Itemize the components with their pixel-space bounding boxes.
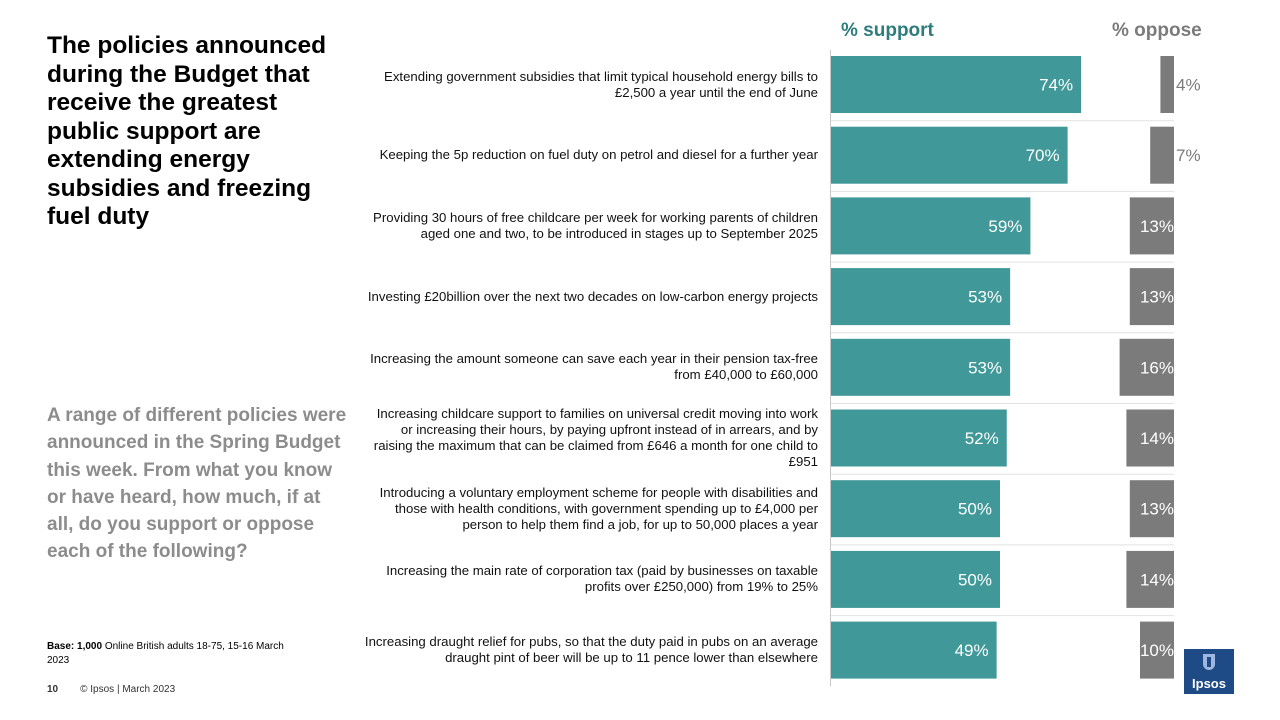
category-label: Introducing a voluntary employment schem… — [379, 484, 818, 532]
oppose-bar — [1126, 550, 1174, 608]
oppose-bar — [1119, 338, 1174, 396]
oppose-value-label: 14% — [1140, 429, 1174, 448]
oppose-bar — [1129, 197, 1174, 255]
logo-symbol-icon — [1203, 654, 1215, 670]
support-bar — [831, 197, 1031, 255]
survey-question: A range of different policies were annou… — [47, 405, 347, 563]
oppose-value-label: 4% — [1176, 76, 1201, 95]
category-label: Keeping the 5p reduction on fuel duty on… — [379, 147, 818, 163]
ipsos-logo: Ipsos — [1184, 649, 1234, 694]
support-bar — [831, 126, 1068, 184]
category-label: Increasing the amount someone can save e… — [370, 351, 818, 383]
base-value: 1,000 — [77, 641, 103, 652]
oppose-header: % oppose — [1112, 20, 1202, 41]
oppose-value-label: 13% — [1140, 217, 1174, 236]
logo-text: Ipsos — [1192, 676, 1226, 691]
support-value-label: 74% — [1039, 76, 1073, 95]
oppose-value-label: 13% — [1140, 288, 1174, 307]
support-value-label: 59% — [988, 217, 1022, 236]
support-bar — [831, 338, 1011, 396]
category-label: Increasing the main rate of corporation … — [386, 563, 818, 595]
support-bar — [831, 621, 997, 679]
support-value-label: 49% — [955, 641, 989, 660]
support-header: % support — [841, 20, 934, 41]
copyright: © Ipsos | March 2023 — [80, 684, 176, 695]
oppose-value-label: 10% — [1140, 641, 1174, 660]
support-value-label: 53% — [968, 288, 1002, 307]
support-bar — [831, 480, 1000, 538]
category-label: Providing 30 hours of free childcare per… — [373, 209, 818, 241]
oppose-value-label: 14% — [1140, 570, 1174, 589]
base-text: Online British adults 18-75, 15-16 March… — [47, 641, 284, 666]
footer: 10 © Ipsos | March 2023 — [47, 684, 175, 695]
category-label: Increasing draught relief for pubs, so t… — [364, 634, 818, 666]
category-label: Investing £20billion over the next two d… — [367, 288, 818, 304]
oppose-bar — [1129, 268, 1174, 326]
base-note: Base: 1,000 Online British adults 18-75,… — [47, 640, 287, 668]
oppose-bar — [1140, 621, 1174, 679]
support-value-label: 52% — [965, 429, 999, 448]
support-value-label: 70% — [1026, 146, 1060, 165]
category-label: Extending government subsidies that limi… — [384, 68, 818, 100]
oppose-bar — [1126, 409, 1174, 467]
oppose-bar — [1150, 126, 1174, 184]
support-bar — [831, 409, 1007, 467]
oppose-value-label: 16% — [1140, 358, 1174, 377]
support-bar — [831, 268, 1011, 326]
support-bar — [831, 550, 1000, 608]
support-value-label: 50% — [958, 570, 992, 589]
oppose-value-label: 13% — [1140, 500, 1174, 519]
base-label: Base: — [47, 641, 75, 652]
page-number: 10 — [47, 684, 59, 695]
oppose-value-label: 7% — [1176, 146, 1201, 165]
headline: The policies announced during the Budget… — [47, 32, 327, 230]
oppose-bar — [1160, 56, 1174, 113]
category-label: Increasing childcare support to families… — [373, 406, 818, 469]
support-bar — [831, 56, 1082, 113]
support-value-label: 50% — [958, 500, 992, 519]
support-value-label: 53% — [968, 358, 1002, 377]
category-labels: Extending government subsidies that limi… — [362, 0, 818, 720]
oppose-bar — [1129, 480, 1174, 538]
